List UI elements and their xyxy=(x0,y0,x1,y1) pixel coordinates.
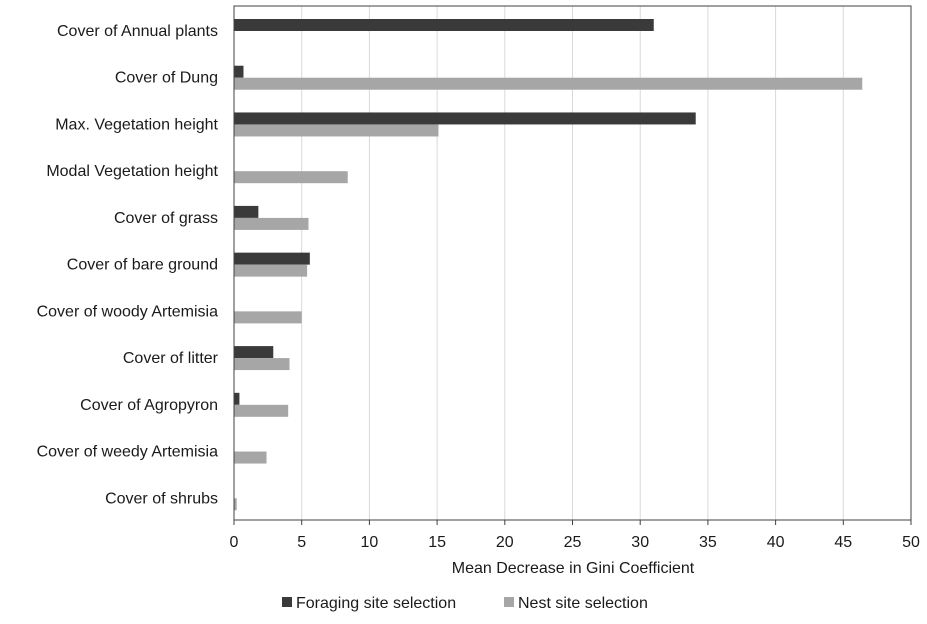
legend-swatch-nest xyxy=(504,597,514,607)
category-label: Cover of shrubs xyxy=(105,490,218,507)
bar-foraging-0 xyxy=(234,19,654,31)
legend-label-foraging: Foraging site selection xyxy=(296,595,456,612)
plot-frame xyxy=(233,5,912,521)
bars xyxy=(234,19,863,511)
category-label: Max. Vegetation height xyxy=(55,116,218,133)
axes xyxy=(233,5,912,525)
x-tick-label-50: 50 xyxy=(902,534,920,551)
category-label: Cover of Annual plants xyxy=(57,23,218,40)
bar-nest-6 xyxy=(234,311,302,324)
bar-foraging-2 xyxy=(234,112,696,125)
x-tick-label-0: 0 xyxy=(230,534,239,551)
category-label: Cover of woody Artemisia xyxy=(37,303,219,320)
x-tick-label-15: 15 xyxy=(428,534,446,551)
bar-foraging-8 xyxy=(234,392,240,405)
bar-nest-7 xyxy=(234,358,290,371)
x-tick-label-40: 40 xyxy=(767,534,785,551)
bar-nest-8 xyxy=(234,404,289,417)
bar-foraging-7 xyxy=(234,346,274,359)
bar-nest-3 xyxy=(234,171,348,184)
category-label: Cover of grass xyxy=(114,210,218,227)
x-tick-label-45: 45 xyxy=(834,534,852,551)
x-tick-label-30: 30 xyxy=(631,534,649,551)
category-label: Cover of weedy Artemisia xyxy=(37,444,219,461)
bar-foraging-4 xyxy=(234,205,259,218)
category-labels: Cover of Annual plants Cover of Dung Max. … xyxy=(37,23,219,507)
bar-nest-2 xyxy=(234,124,439,137)
bar-foraging-5 xyxy=(234,252,310,265)
category-label: Cover of litter xyxy=(123,350,219,367)
category-label: Cover of bare ground xyxy=(67,257,218,274)
category-label: Cover of Agropyron xyxy=(80,397,218,414)
bar-nest-9 xyxy=(234,451,267,464)
x-tick-label-10: 10 xyxy=(361,534,379,551)
x-tick-label-20: 20 xyxy=(496,534,514,551)
bar-nest-5 xyxy=(234,264,308,277)
x-tick-label-35: 35 xyxy=(699,534,717,551)
bar-foraging-1 xyxy=(234,65,244,78)
category-label: Modal Vegetation height xyxy=(46,163,218,180)
x-tick-label-5: 5 xyxy=(297,534,306,551)
x-tick-labels: 0 5 10 15 20 25 30 35 40 45 50 xyxy=(230,534,920,551)
legend: Foraging site selection Nest site selecti… xyxy=(282,595,648,612)
bar-nest-10 xyxy=(234,498,237,511)
legend-swatch-foraging xyxy=(282,597,292,607)
legend-label-nest: Nest site selection xyxy=(518,595,648,612)
x-tick-label-25: 25 xyxy=(564,534,582,551)
bar-nest-4 xyxy=(234,217,309,230)
x-axis-title: Mean Decrease in Gini Coefficient xyxy=(452,560,695,577)
bar-nest-1 xyxy=(234,77,863,90)
category-label: Cover of Dung xyxy=(115,70,218,87)
